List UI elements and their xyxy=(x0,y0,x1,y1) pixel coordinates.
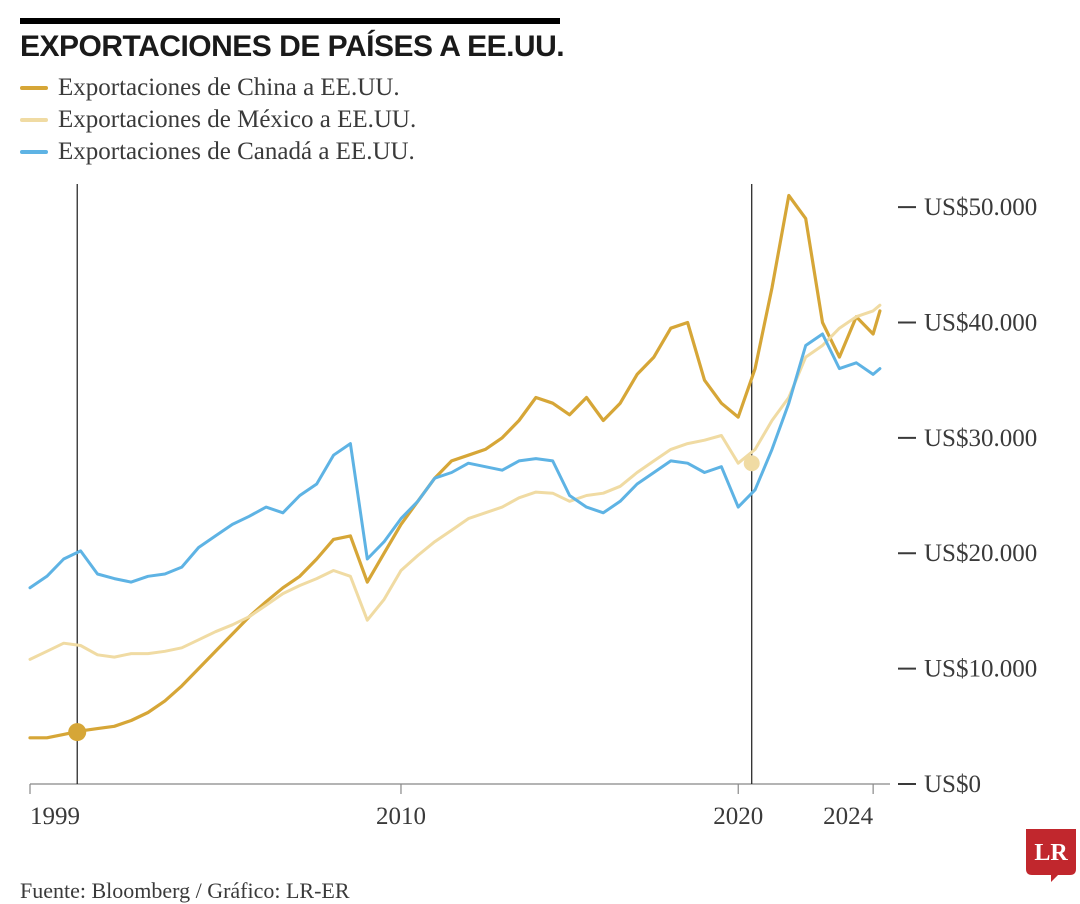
logo-text: LR xyxy=(1034,840,1068,866)
y-tick-label: US$30.000 xyxy=(924,425,1037,452)
marker-dot xyxy=(744,455,760,471)
marker-dot xyxy=(68,723,86,741)
x-tick-label: 2010 xyxy=(376,803,426,830)
legend-label: Exportaciones de México a EE.UU. xyxy=(58,106,416,134)
series-line-mexico xyxy=(30,305,880,659)
chart-container: US$0 US$10.000 US$20.000 US$30.000 US$40.000… xyxy=(20,174,1060,854)
y-tick-label: US$10.000 xyxy=(924,656,1037,683)
legend-item: Exportaciones de Canadá a EE.UU. xyxy=(20,138,1060,166)
legend-item: Exportaciones de México a EE.UU. xyxy=(20,106,1060,134)
y-tick-label: US$40.000 xyxy=(924,309,1037,336)
legend-label: Exportaciones de China a EE.UU. xyxy=(58,74,400,102)
legend-item: Exportaciones de China a EE.UU. xyxy=(20,74,1060,102)
x-tick-label: 2024 xyxy=(823,803,874,830)
legend-swatch xyxy=(20,86,48,90)
line-chart: US$0 US$10.000 US$20.000 US$30.000 US$40.000… xyxy=(20,174,1060,854)
legend: Exportaciones de China a EE.UU. Exportaci… xyxy=(20,74,1060,166)
x-tick-label: 2020 xyxy=(713,803,763,830)
y-tick-label: US$0 xyxy=(924,771,981,798)
publisher-logo: LR xyxy=(1024,827,1078,888)
legend-swatch xyxy=(20,118,48,122)
chart-title: EXPORTACIONES DE PAÍSES A EE.UU. xyxy=(20,30,1060,64)
source-text: Fuente: Bloomberg / Gráfico: LR-ER xyxy=(20,878,1060,904)
top-accent-bar xyxy=(20,18,560,24)
y-tick-label: US$50.000 xyxy=(924,194,1037,221)
y-tick-label: US$20.000 xyxy=(924,540,1037,567)
legend-label: Exportaciones de Canadá a EE.UU. xyxy=(58,138,415,166)
x-tick-label: 1999 xyxy=(30,803,80,830)
legend-swatch xyxy=(20,150,48,154)
